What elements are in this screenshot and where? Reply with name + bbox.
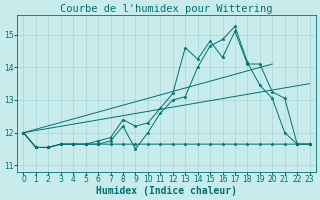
X-axis label: Humidex (Indice chaleur): Humidex (Indice chaleur) [96,186,237,196]
Title: Courbe de l'humidex pour Wittering: Courbe de l'humidex pour Wittering [60,4,273,14]
